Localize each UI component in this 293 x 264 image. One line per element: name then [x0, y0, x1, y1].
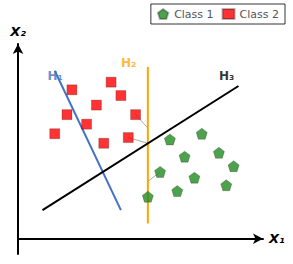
svg-text:Class 2: Class 2 [240, 8, 279, 21]
svg-text:H₁: H₁ [47, 69, 62, 83]
svg-text:X₁: X₁ [268, 231, 285, 246]
svg-text:H₂: H₂ [121, 56, 136, 70]
svg-text:X₂: X₂ [9, 24, 26, 39]
svg-text:Class 1: Class 1 [174, 8, 213, 21]
svg-text:H₃: H₃ [219, 69, 234, 83]
